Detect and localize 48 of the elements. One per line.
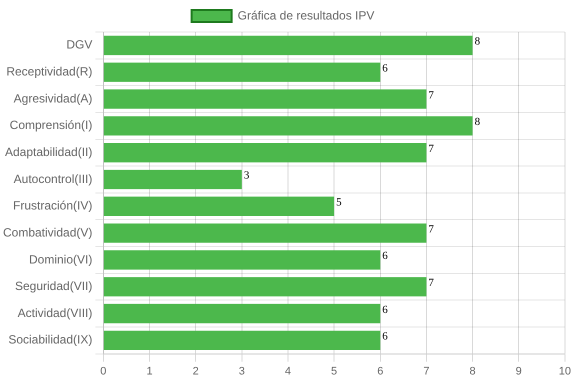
bar [104,223,426,243]
y-tick-label: DGV [66,38,92,52]
y-tick-label: Frustración(IV) [13,198,92,213]
x-tick-label: 4 [284,365,292,378]
y-tick-label: Combatividad(V) [2,225,92,240]
y-tick-label: Adaptabilidad(II) [4,144,92,159]
x-tick-label: 1 [146,365,153,378]
data-label: 7 [428,142,434,155]
x-tick-label: 0 [100,365,106,378]
y-tick-label: Dominio(VI) [29,252,92,266]
legend-label: Gráfica de resultados IPV [238,8,374,22]
bar [104,330,380,350]
x-tick-label: 3 [238,365,245,378]
data-label: 5 [336,196,342,209]
x-tick-label: 9 [516,365,522,378]
x-tick-label: 5 [331,365,338,378]
y-tick-label: Agresividad(A) [14,91,92,106]
bar [104,143,426,162]
data-label: 6 [382,330,388,343]
bar [104,304,380,324]
y-tick-label: Sociabilidad(IX) [8,332,92,347]
y-tick-label: Autocontrol(III) [14,172,92,186]
x-tick-label: 10 [558,365,572,378]
bar [104,89,426,109]
data-label: 3 [244,170,250,182]
bar [104,277,426,296]
data-label: 7 [428,223,434,236]
x-tick-label: 7 [423,365,430,378]
bar [104,36,473,56]
x-tick-label: 2 [192,365,199,378]
bar [104,116,473,136]
bar [104,250,380,270]
data-label: 7 [428,276,434,289]
data-label: 8 [474,116,481,128]
bar [104,170,242,190]
data-label: 7 [428,89,434,102]
bar [104,196,334,216]
data-label: 6 [382,250,388,262]
y-tick-label: Seguridad(VII) [14,279,92,294]
y-tick-label: Comprensión(I) [10,118,92,132]
y-tick-label: Actividad(VIII) [18,306,92,320]
data-label: 8 [474,36,481,48]
data-label: 6 [382,62,388,74]
bar [104,62,380,82]
y-tick-label: Receptividad(R) [6,64,92,79]
x-tick-label: 6 [377,365,384,378]
data-label: 6 [382,304,388,316]
x-tick-label: 8 [470,365,476,378]
